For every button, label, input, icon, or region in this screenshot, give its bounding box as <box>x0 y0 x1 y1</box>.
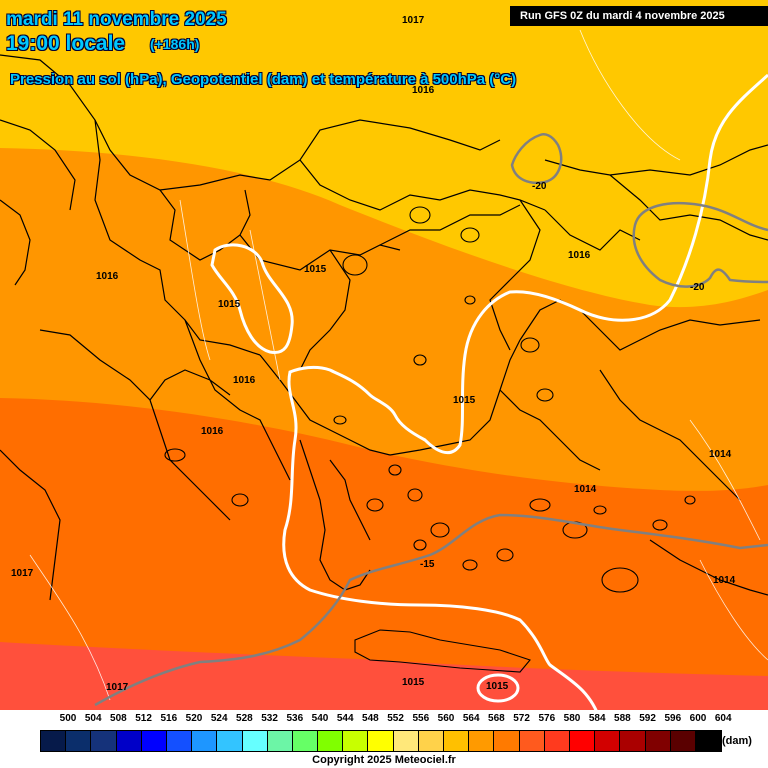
isobar-label: 1015 <box>402 677 425 688</box>
scale-swatch <box>318 731 344 751</box>
scale-label: 548 <box>362 713 379 724</box>
isobar-label: 1016 <box>233 375 256 386</box>
scale-label: 568 <box>488 713 505 724</box>
isotherm-label: -20 <box>532 181 547 192</box>
scale-label: 516 <box>160 713 178 724</box>
scale-label: 588 <box>614 713 631 724</box>
scale-label: 504 <box>84 713 102 724</box>
scale-swatch <box>66 731 92 751</box>
isobar-1015-west <box>210 243 294 355</box>
scale-labels: 500 504 508 512 516 520 524 528 532 536 540 544 548 5… <box>0 713 768 727</box>
isobar-label: 1016 <box>96 271 119 282</box>
scale-label: 560 <box>437 713 455 724</box>
scale-swatch <box>519 731 545 751</box>
color-scale <box>40 730 723 752</box>
isobar-label: 1016 <box>201 426 224 437</box>
islands <box>164 206 696 673</box>
scale-swatch <box>469 731 495 751</box>
isobar-label: 1014 <box>713 575 736 586</box>
map-subtitle: Pression au sol (hPa), Geopotentiel (dam… <box>10 71 517 88</box>
scale-swatch <box>444 731 470 751</box>
isobar-label: 1017 <box>106 682 129 693</box>
scale-label: 544 <box>336 713 354 724</box>
isobar-label: 1014 <box>574 484 597 495</box>
scale-swatch <box>393 731 419 751</box>
scale-label: 580 <box>563 713 581 724</box>
country-borders <box>0 54 768 601</box>
scale-swatch <box>695 731 722 751</box>
scale-swatch <box>217 731 243 751</box>
minor-lines <box>29 29 768 701</box>
scale-label: 592 <box>639 713 656 724</box>
isobar-label: 1015 <box>486 681 509 692</box>
isobar-label: 1015 <box>304 264 327 275</box>
scale-swatch <box>192 731 218 751</box>
isobar-labels: 1017 1016 1016 1015 1015 1016 1016 1015 … <box>11 15 736 693</box>
scale-label: 500 <box>59 713 77 724</box>
scale-unit: (dam) <box>722 735 752 747</box>
scale-label: 528 <box>236 713 253 724</box>
scale-swatch <box>292 731 319 751</box>
scale-label: 556 <box>412 713 430 724</box>
scale-swatch <box>418 731 444 751</box>
isobars <box>210 73 768 721</box>
scale-label: 576 <box>538 713 556 724</box>
scale-label: 584 <box>588 713 606 724</box>
copyright: Copyright 2025 Meteociel.fr <box>312 754 456 766</box>
scale-label: 572 <box>513 713 530 724</box>
scale-label: 536 <box>286 713 304 724</box>
isobar-1015-crete <box>476 673 520 703</box>
isobar-label: 1017 <box>11 568 34 579</box>
scale-swatch <box>544 731 570 751</box>
scale-label: 600 <box>689 713 707 724</box>
forecast-hour: 19:00 locale <box>6 32 126 55</box>
scale-label: 604 <box>714 713 732 724</box>
scale-swatch <box>595 731 621 751</box>
isobar-label: 1017 <box>402 15 425 26</box>
scale-swatch <box>91 731 117 751</box>
isobar-label: 1015 <box>453 395 476 406</box>
isobar-label: 1016 <box>568 250 591 261</box>
scale-label: 564 <box>462 713 480 724</box>
scale-label: 540 <box>311 713 329 724</box>
isobar-label: 1014 <box>709 449 732 460</box>
scale-swatch <box>368 731 394 751</box>
scale-swatch <box>242 731 268 751</box>
isotherm-15 <box>94 513 768 707</box>
scale-swatch <box>267 731 293 751</box>
forecast-date: mardi 11 novembre 2025 <box>6 9 227 30</box>
isotherm-label: -20 <box>690 282 705 293</box>
scale-swatch <box>343 731 369 751</box>
scale-label: 532 <box>261 713 278 724</box>
forecast-lead-time: (+186h) <box>150 36 200 52</box>
isobar-1015-main <box>282 73 768 721</box>
isotherms <box>94 133 768 707</box>
scale-swatch <box>141 731 167 751</box>
scale-label: 596 <box>664 713 682 724</box>
scale-swatch <box>41 731 67 751</box>
scale-label: 524 <box>210 713 228 724</box>
scale-label: 552 <box>387 713 404 724</box>
scale-label: 508 <box>110 713 127 724</box>
scale-swatch <box>645 731 671 751</box>
scale-swatch <box>670 731 696 751</box>
scale-swatch <box>166 731 193 751</box>
isotherm-labels: -20 -20 -15 <box>420 181 705 570</box>
isotherm-label: -15 <box>420 559 435 570</box>
isotherm-20-north <box>510 133 563 184</box>
scale-swatch <box>569 731 596 751</box>
scale-label: 520 <box>185 713 203 724</box>
scale-label: 512 <box>135 713 152 724</box>
run-info: Run GFS 0Z du mardi 4 novembre 2025 <box>510 6 768 26</box>
scale-swatch <box>620 731 646 751</box>
scale-swatch <box>494 731 520 751</box>
scale-swatch <box>116 731 142 751</box>
isobar-label: 1015 <box>218 299 241 310</box>
isobar-label: 1016 <box>412 85 435 96</box>
isotherm-20-east <box>632 201 768 288</box>
